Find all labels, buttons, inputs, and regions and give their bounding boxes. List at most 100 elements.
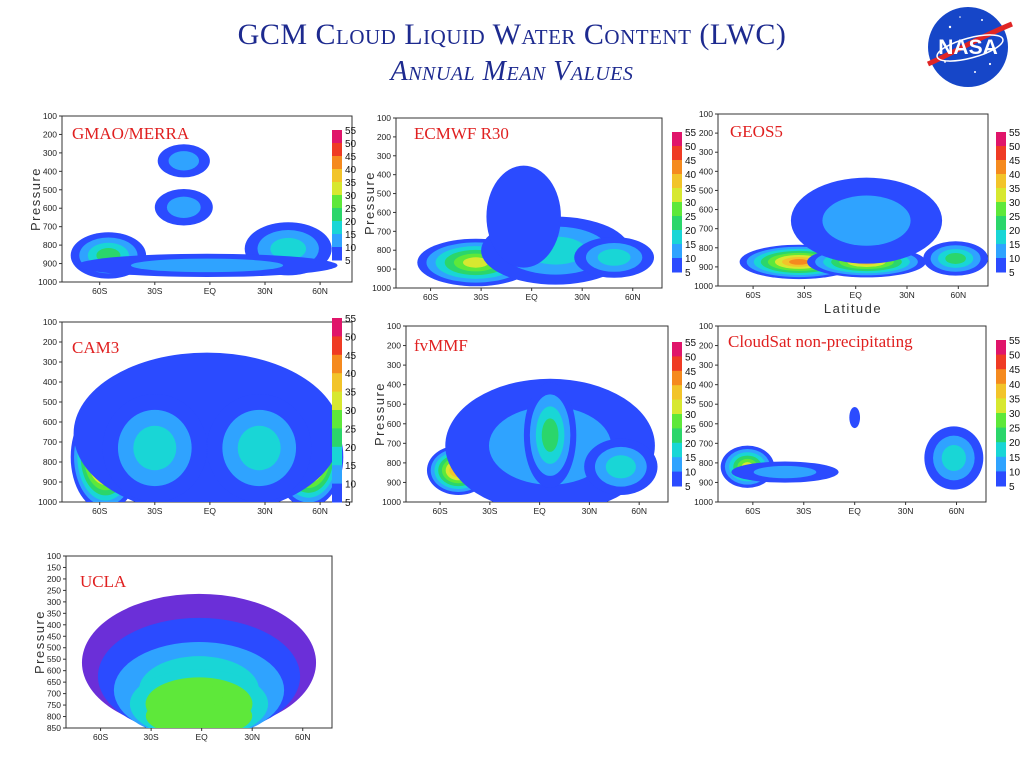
x-tick-label: 30N	[899, 290, 915, 300]
colorbar-label: 15	[1009, 453, 1021, 464]
y-tick-label: 600	[387, 419, 401, 429]
chart-panel-ucla: 100 150 200 250 300 350 400 450 500 550 600 650 700 7…	[32, 551, 346, 752]
panel-label-cloudsat: CloudSat non-precipitating	[728, 332, 913, 351]
colorbar-swatch	[332, 143, 342, 157]
colorbar-swatch	[332, 428, 342, 448]
colorbar-label: 50	[1009, 142, 1021, 153]
contour-blob	[822, 195, 911, 246]
colorbar-label: 50	[685, 142, 697, 153]
colorbar-swatch	[332, 446, 342, 466]
colorbar-swatch	[332, 221, 342, 235]
colorbar-label: 15	[345, 461, 357, 472]
colorbar-label: 55	[1009, 128, 1021, 139]
colorbar-swatch	[332, 336, 342, 356]
colorbar-swatch	[996, 146, 1006, 161]
colorbar-swatch	[996, 413, 1006, 429]
y-tick-label: 900	[699, 262, 713, 272]
x-tick-label: 60N	[625, 292, 641, 302]
y-tick-label: 400	[377, 170, 391, 180]
colorbar-swatch	[996, 427, 1006, 443]
colorbar-label: 30	[1009, 409, 1021, 420]
colorbar-label: 15	[345, 230, 357, 241]
colorbar-label: 40	[345, 165, 357, 176]
colorbar-label: 10	[345, 480, 357, 491]
x-tick-label: 60S	[423, 292, 438, 302]
colorbar-swatch	[672, 385, 682, 401]
colorbar-swatch	[996, 258, 1006, 273]
y-tick-label: 800	[47, 712, 61, 722]
y-tick-label: 200	[377, 132, 391, 142]
y-tick-label: 500	[699, 399, 713, 409]
contour-blob	[597, 249, 631, 266]
contour-blob	[462, 257, 489, 268]
y-tick-label: 700	[387, 438, 401, 448]
colorbar-swatch	[996, 174, 1006, 189]
colorbar-label: 20	[345, 217, 357, 228]
colorbar-label: 5	[1009, 268, 1015, 279]
colorbar-label: 35	[1009, 394, 1021, 405]
y-tick-label: 300	[43, 357, 57, 367]
y-tick-label: 800	[43, 240, 57, 250]
x-tick-label: 60S	[432, 506, 447, 516]
contour-blob	[486, 165, 561, 268]
colorbar-label: 35	[345, 388, 357, 399]
y-tick-label: 700	[699, 438, 713, 448]
y-tick-label: 350	[47, 608, 61, 618]
colorbar-label: 30	[345, 406, 357, 417]
x-tick-label: 60S	[92, 286, 107, 296]
panel-label-ecmwf-r30: ECMWF R30	[414, 124, 509, 143]
y-tick-label: 600	[699, 205, 713, 215]
colorbar-label: 40	[685, 170, 697, 181]
x-tick-label: 60S	[92, 506, 107, 516]
y-tick-label: 900	[43, 477, 57, 487]
colorbar-swatch	[332, 465, 342, 485]
x-tick-label: EQ	[196, 732, 209, 742]
colorbar-label: 45	[345, 152, 357, 163]
colorbar-swatch	[672, 342, 682, 357]
y-tick-label: 1000	[38, 277, 57, 287]
x-tick-label: 30S	[474, 292, 489, 302]
y-tick-label: 750	[47, 700, 61, 710]
colorbar-swatch	[332, 410, 342, 429]
colorbar-label: 55	[1009, 336, 1021, 347]
y-axis-label: Pressure	[372, 382, 387, 446]
y-tick-label: 800	[377, 245, 391, 255]
y-tick-label: 250	[47, 585, 61, 595]
x-tick-label: 60N	[951, 290, 967, 300]
colorbar-label: 30	[1009, 198, 1021, 209]
colorbar-label: 35	[685, 396, 697, 407]
contour-blob	[789, 259, 809, 265]
colorbar-label: 20	[1009, 226, 1021, 237]
y-tick-label: 100	[43, 111, 57, 121]
colorbar-swatch	[996, 456, 1006, 472]
colorbar-swatch	[672, 414, 682, 429]
colorbar-label: 45	[685, 367, 697, 378]
y-tick-label: 200	[47, 574, 61, 584]
contour-blob	[605, 455, 636, 479]
x-tick-label: 30N	[257, 286, 273, 296]
y-tick-label: 100	[699, 321, 713, 331]
y-tick-label: 700	[43, 222, 57, 232]
contour-field	[426, 378, 658, 502]
colorbar-swatch	[672, 244, 682, 259]
y-tick-label: 600	[377, 207, 391, 217]
y-tick-label: 100	[699, 109, 713, 119]
x-tick-label: 30S	[797, 290, 812, 300]
y-tick-label: 400	[699, 166, 713, 176]
chart-cam3: 100 200 300 400 500 600 700 800 900 1000 60S 30S EQ 3…	[38, 314, 357, 516]
y-tick-label: 1000	[694, 497, 713, 507]
colorbar-label: 15	[685, 453, 697, 464]
chart-cloudsat: 100 200 300 400 500 600 700 800 900 1000 60S 30S EQ 3…	[694, 321, 1021, 516]
x-tick-label: 30S	[147, 506, 162, 516]
contour-field	[70, 352, 344, 502]
y-tick-label: 400	[387, 380, 401, 390]
colorbar-label: 40	[1009, 380, 1021, 391]
colorbar-swatch	[672, 428, 682, 444]
contour-blob	[753, 465, 817, 479]
y-tick-label: 500	[47, 643, 61, 653]
colorbar-label: 5	[345, 256, 351, 267]
y-tick-label: 100	[47, 551, 61, 561]
x-tick-label: EQ	[849, 506, 862, 516]
colorbar-swatch	[996, 369, 1006, 385]
colorbar-swatch	[996, 244, 1006, 259]
